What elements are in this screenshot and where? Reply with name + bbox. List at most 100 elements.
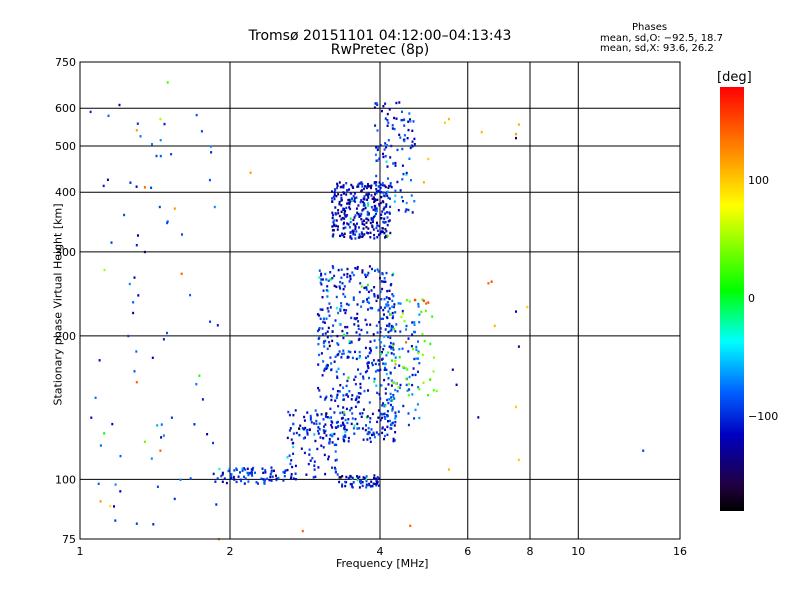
echo-point <box>357 213 360 216</box>
echo-point <box>209 145 212 148</box>
echo-point <box>383 206 386 209</box>
echo-point <box>270 470 273 474</box>
echo-point <box>405 341 408 344</box>
echo-point <box>358 486 361 489</box>
echo-point <box>334 212 337 216</box>
echo-point <box>381 317 384 320</box>
echo-point <box>384 185 387 189</box>
echo-point <box>386 324 388 327</box>
echo-point <box>365 217 368 220</box>
echo-point <box>361 271 364 274</box>
echo-point <box>393 116 396 120</box>
echo-point <box>290 459 293 462</box>
echo-point <box>389 336 392 340</box>
echo-point <box>317 429 319 433</box>
echo-point <box>379 232 382 235</box>
echo-point <box>392 353 395 356</box>
echo-point <box>334 399 337 402</box>
echo-point <box>347 436 350 440</box>
x-tick-label: 16 <box>673 545 687 558</box>
grid-lines <box>80 62 680 539</box>
echo-point <box>346 275 349 279</box>
echo-point <box>264 469 267 472</box>
echo-point <box>331 225 334 228</box>
echo-point <box>339 384 342 387</box>
echo-point <box>382 200 385 204</box>
echo-point <box>347 376 350 379</box>
echo-point <box>400 315 403 319</box>
echo-point <box>386 425 389 429</box>
echo-point <box>493 324 496 328</box>
echo-point <box>335 443 338 447</box>
echo-point <box>379 345 382 349</box>
echo-point <box>334 468 337 471</box>
echo-point <box>335 370 338 373</box>
echo-point <box>331 211 334 214</box>
echo-point <box>373 477 375 480</box>
echo-point <box>371 225 374 229</box>
echo-point <box>405 383 408 387</box>
y-tick-label: 100 <box>55 473 76 486</box>
echo-point <box>201 398 204 401</box>
echo-point <box>405 171 408 175</box>
echo-point <box>270 469 273 472</box>
echo-point <box>319 308 322 311</box>
echo-point <box>432 370 435 373</box>
echo-point <box>221 480 224 483</box>
echo-point <box>362 219 365 222</box>
echo-point <box>319 436 322 439</box>
echo-point <box>367 389 369 392</box>
phases-stats-o: mean, sd,O: −92.5, 18.7 <box>600 33 723 44</box>
echo-point <box>166 221 169 225</box>
echo-point <box>422 299 425 302</box>
echo-point <box>417 351 420 355</box>
echo-point <box>382 230 384 234</box>
echo-point <box>288 429 291 432</box>
echo-point <box>391 344 394 348</box>
echo-point <box>323 340 326 343</box>
echo-point <box>389 197 391 200</box>
echo-point <box>365 479 368 483</box>
echo-point <box>417 350 420 353</box>
echo-point <box>407 394 410 397</box>
echo-point <box>407 423 410 427</box>
echo-point <box>395 101 398 105</box>
echo-point <box>338 322 341 326</box>
echo-point <box>343 235 346 238</box>
echo-point <box>290 476 292 480</box>
echo-point <box>331 197 334 200</box>
echo-point <box>397 209 400 212</box>
echo-point <box>361 235 364 238</box>
echo-point <box>348 198 351 202</box>
echo-point <box>292 477 295 480</box>
echo-point <box>418 388 421 391</box>
echo-point <box>358 350 361 354</box>
echo-point <box>275 474 277 477</box>
echo-point <box>383 415 386 419</box>
echo-point <box>350 406 353 410</box>
echo-point <box>377 477 380 480</box>
echo-point <box>386 190 389 193</box>
echo-point <box>334 450 337 453</box>
echo-point <box>383 217 386 220</box>
echo-point <box>317 432 320 435</box>
x-tick-label: 8 <box>527 545 534 558</box>
echo-point <box>99 500 102 503</box>
echo-point <box>240 479 242 483</box>
echo-point <box>340 302 343 305</box>
echo-point <box>333 284 336 288</box>
echo-point <box>328 314 331 317</box>
echo-point <box>371 220 374 224</box>
echo-point <box>408 375 411 379</box>
echo-point <box>343 217 346 220</box>
echo-point <box>386 415 389 418</box>
echo-point <box>390 144 393 148</box>
echo-point <box>309 416 312 419</box>
echo-point <box>414 330 416 334</box>
echo-point <box>230 477 233 480</box>
echo-point <box>371 267 373 271</box>
echo-point <box>317 329 319 333</box>
echo-point <box>371 363 374 367</box>
echo-point <box>340 268 343 271</box>
echo-point <box>365 286 368 289</box>
